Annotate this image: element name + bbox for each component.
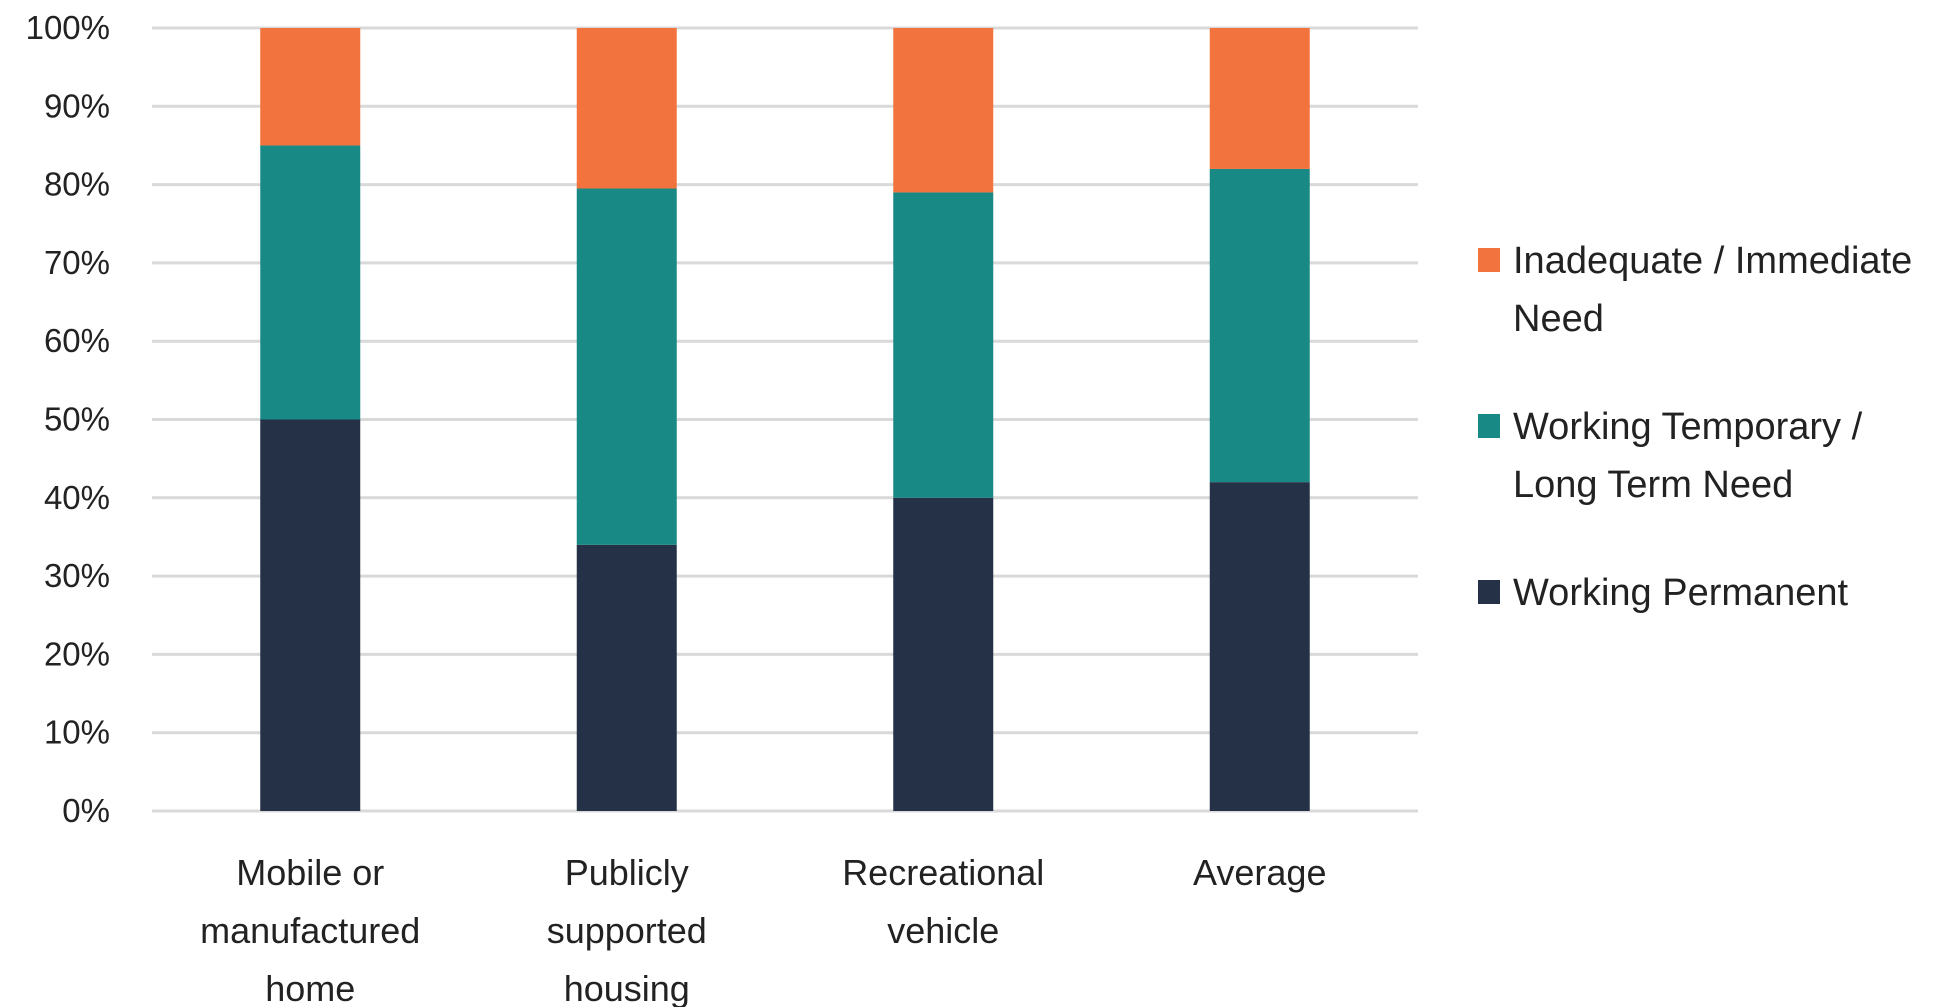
y-tick-label: 20%	[44, 635, 110, 672]
bar-segment-inadequate-immediate-need	[1209, 28, 1310, 169]
y-axis-tick-labels: 0% 10% 20% 30% 40% 50% 60% 70% 80% 90% 100%	[26, 9, 110, 829]
x-category-label: manufactured	[200, 910, 420, 951]
legend: Inadequate / Immediate Need Working Tempor…	[1478, 240, 1912, 614]
y-tick-label: 30%	[44, 557, 110, 594]
legend-swatch	[1478, 248, 1500, 272]
bar-segment-working-permanent	[893, 497, 994, 811]
y-tick-label: 100%	[26, 9, 110, 46]
x-category-label: housing	[564, 968, 690, 1007]
bar-segment-working-temporary-long-term-need	[260, 145, 361, 420]
legend-label: Need	[1513, 298, 1604, 340]
legend-label: Long Term Need	[1513, 464, 1793, 506]
bar-segment-working-temporary-long-term-need	[576, 188, 677, 545]
x-category-label: Publicly	[565, 852, 689, 893]
x-axis-category-labels: Mobile or manufactured home Publicly support…	[200, 852, 1326, 1007]
bar-segment-inadequate-immediate-need	[260, 28, 361, 146]
bar-segment-working-temporary-long-term-need	[893, 192, 994, 498]
bars	[260, 28, 1310, 811]
y-tick-label: 0%	[62, 792, 110, 829]
legend-label: Working Permanent	[1513, 572, 1849, 614]
legend-swatch	[1478, 580, 1500, 604]
y-tick-label: 50%	[44, 401, 110, 438]
y-tick-label: 90%	[44, 87, 110, 124]
y-tick-label: 60%	[44, 322, 110, 359]
bar-segment-working-permanent	[260, 419, 361, 811]
gridlines	[152, 26, 1418, 813]
y-tick-label: 40%	[44, 479, 110, 516]
bar-segment-working-permanent	[1209, 482, 1310, 811]
x-category-label: Mobile or	[236, 852, 384, 893]
x-category-label: supported	[547, 910, 707, 951]
bar-segment-inadequate-immediate-need	[893, 28, 994, 193]
y-tick-label: 80%	[44, 166, 110, 203]
legend-label: Inadequate / Immediate	[1513, 240, 1912, 282]
x-category-label: home	[265, 968, 355, 1007]
legend-label: Working Temporary /	[1513, 406, 1863, 448]
x-category-label: Recreational	[842, 852, 1044, 893]
bar-segment-inadequate-immediate-need	[576, 28, 677, 189]
x-category-label: Average	[1193, 852, 1326, 893]
x-category-label: vehicle	[887, 910, 999, 951]
bar-segment-working-temporary-long-term-need	[1209, 168, 1310, 483]
y-tick-label: 70%	[44, 244, 110, 281]
y-tick-label: 10%	[44, 714, 110, 751]
bar-segment-working-permanent	[576, 544, 677, 811]
legend-swatch	[1478, 414, 1500, 438]
